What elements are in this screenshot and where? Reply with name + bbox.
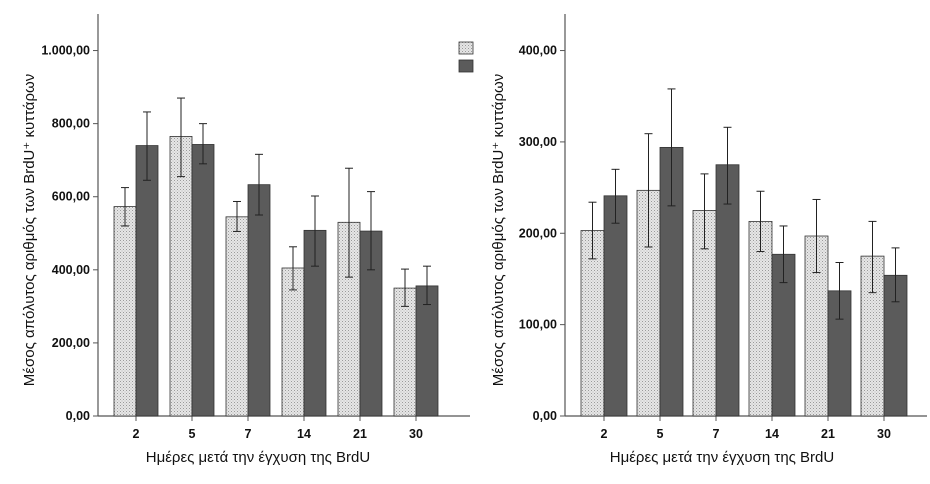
y-axis-title: Μέσος απόλυτος αριθμός των BrdU⁺ κυττάρω… [490,74,507,386]
x-tick-label: 7 [713,427,720,441]
y-tick-label: 0,00 [533,409,557,423]
y-tick-label: 1.000,00 [41,44,90,58]
bar-dark-30 [415,285,439,417]
x-tick-label: 21 [821,427,835,441]
bar-light-7 [225,216,249,417]
bar-dark-2 [135,145,159,417]
legend-swatch-dark [458,59,474,73]
x-tick-label: 7 [245,427,252,441]
legend-swatch-light [458,41,474,55]
x-tick-label: 2 [601,427,608,441]
x-axis-title: Ημέρες μετά την έγχυση της BrdU [146,449,370,466]
y-tick-label: 400,00 [519,44,557,58]
x-tick-label: 30 [877,427,891,441]
y-tick-label: 200,00 [52,336,90,350]
chart-right: 0,00 100,00 200,00 300,00 400,00 2 5 7 14 21 30 Ημέ… [490,14,927,466]
y-tick-label: 0,00 [66,409,90,423]
y-tick-label: 800,00 [52,117,90,131]
x-axis-title: Ημέρες μετά την έγχυση της BrdU [610,449,834,466]
bar-dark-5 [191,144,215,417]
y-tick-label: 200,00 [519,226,557,240]
y-tick-label: 100,00 [519,318,557,332]
x-tick-label: 14 [765,427,779,441]
y-axis-title: Μέσος απόλυτος αριθμός των BrdU⁺ κυττάρω… [21,74,38,386]
legend [458,41,474,73]
chart-left: 0,00 200,00 400,00 600,00 800,00 1.000,00 2 5 7 1… [21,14,470,466]
y-tick-label: 400,00 [52,263,90,277]
bar-light-30 [393,287,417,417]
bar-light-5 [169,136,193,417]
bar-dark-2 [603,195,628,417]
y-tick-label: 600,00 [52,190,90,204]
bar-dark-7 [247,184,271,417]
x-tick-label: 2 [133,427,140,441]
x-tick-label: 21 [353,427,367,441]
y-tick-label: 300,00 [519,135,557,149]
x-tick-label: 5 [189,427,196,441]
bar-light-2 [113,206,137,417]
x-tick-label: 14 [297,427,311,441]
x-tick-label: 30 [409,427,423,441]
x-tick-label: 5 [657,427,664,441]
